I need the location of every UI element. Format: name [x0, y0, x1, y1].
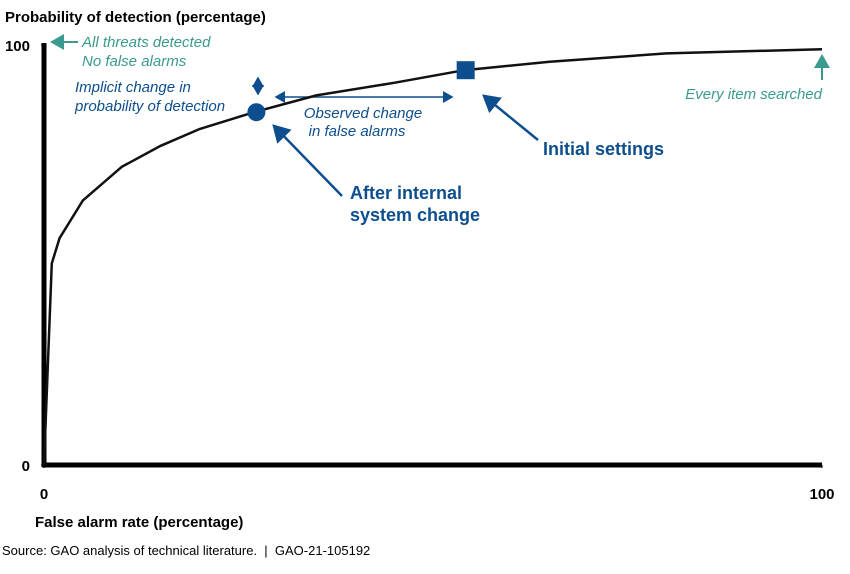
annotation: Implicit change in — [75, 79, 191, 96]
annotation: in false alarms — [309, 123, 406, 140]
annotation: probability of detection — [74, 98, 225, 115]
arrow — [272, 124, 343, 197]
annotation: system change — [350, 205, 480, 225]
source: Source: GAO analysis of technical litera… — [2, 543, 370, 558]
x-axis-label: False alarm rate (percentage) — [35, 514, 243, 531]
annotation: After internal — [350, 183, 462, 203]
marker — [456, 61, 475, 80]
curve — [42, 47, 823, 466]
annotation: Initial settings — [543, 139, 664, 159]
annotation: No false alarms — [82, 53, 187, 70]
x-tick-label: 0 — [40, 486, 48, 503]
x-tick-label: 100 — [809, 486, 834, 503]
y-tick-label: 100 — [5, 38, 30, 55]
y-tick-label: 0 — [22, 458, 30, 475]
y-axis-label: Probability of detection (percentage) — [5, 9, 266, 26]
annotation: Observed change — [304, 105, 422, 122]
annotation: Every item searched — [685, 86, 822, 103]
arrow — [482, 94, 539, 141]
annotation: All threats detected — [81, 34, 211, 51]
marker — [247, 103, 266, 122]
